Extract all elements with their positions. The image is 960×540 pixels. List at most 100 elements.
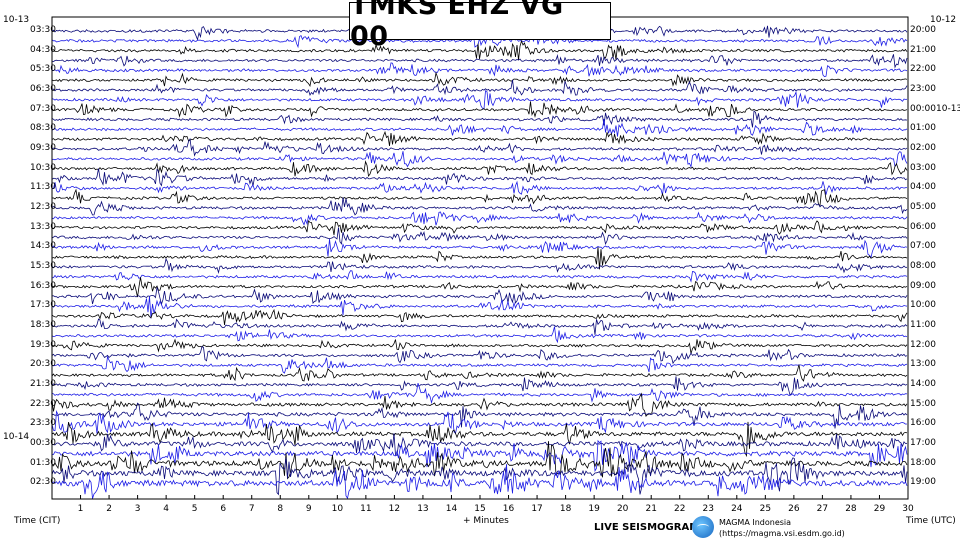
right-time-label: 16:00	[910, 418, 936, 429]
seismic-trace	[51, 376, 908, 396]
left-date-top: 10-13	[3, 15, 30, 25]
left-time-label: 07:30	[30, 103, 56, 114]
x-tick-label: 25	[760, 504, 771, 514]
left-time-label: 10:30	[30, 162, 56, 173]
right-date-change: 10-13	[936, 103, 960, 114]
seismic-trace	[51, 421, 908, 458]
left-time-label: 18:30	[30, 319, 56, 330]
seismic-trace	[51, 257, 908, 275]
left-time-label: 09:30	[30, 142, 56, 153]
x-tick-label: 19	[588, 504, 600, 514]
seismic-trace	[52, 79, 908, 96]
right-time-label: 23:00	[910, 83, 936, 94]
right-time-label: 18:00	[910, 457, 936, 468]
left-time-label: 20:30	[30, 359, 56, 370]
left-time-label: 03:30	[30, 25, 56, 35]
seismic-trace	[51, 110, 908, 128]
seismic-trace	[52, 54, 908, 69]
right-time-label: 13:00	[910, 359, 936, 370]
right-time-label: 14:00	[910, 378, 936, 389]
seismic-trace	[51, 39, 908, 61]
x-tick-label: 12	[389, 504, 400, 514]
x-tick-group: 1 2 3 4 5 6 7 8 9 10 11 12 13 14 15 16 17 18 19 20 21 22 23 24 2…	[78, 495, 914, 514]
x-tick-label: 14	[446, 504, 458, 514]
left-time-label: 11:30	[30, 182, 56, 193]
right-time-label: 19:00	[910, 477, 936, 488]
seismic-trace	[51, 180, 908, 196]
seismic-trace	[51, 364, 908, 382]
seismic-trace	[51, 410, 908, 435]
x-tick-label: 24	[731, 504, 743, 514]
seismic-trace	[51, 464, 908, 500]
x-tick-label: 4	[163, 504, 169, 514]
right-time-label: 03:00	[910, 162, 936, 173]
x-tick-label: 15	[474, 504, 485, 514]
trace-group	[51, 22, 908, 500]
x-tick-label: 20	[617, 504, 629, 514]
seismic-trace	[51, 392, 908, 418]
right-time-label: 17:00	[910, 437, 936, 448]
seismic-trace	[51, 355, 908, 374]
left-time-label: 01:30	[30, 457, 56, 468]
x-tick-label: 7	[249, 504, 255, 514]
right-time-label: 21:00	[910, 44, 936, 55]
right-time-label: 20:00	[910, 25, 936, 35]
left-time-label: 21:30	[30, 378, 56, 389]
seismic-trace	[51, 308, 908, 326]
right-time-label: 10:00	[910, 300, 936, 311]
x-tick-label: 9	[306, 504, 312, 514]
seismic-trace	[51, 270, 908, 283]
seismic-trace	[51, 287, 908, 306]
right-time-label: 11:00	[910, 319, 936, 330]
left-date-change: 10-14	[3, 432, 30, 442]
seismic-trace	[51, 382, 908, 405]
left-time-label: 12:30	[30, 201, 56, 212]
x-tick-label: 22	[674, 504, 685, 514]
left-time-label: 02:30	[30, 477, 56, 488]
left-time-label: 14:30	[30, 241, 56, 252]
seismic-trace	[51, 296, 908, 319]
seismic-trace	[51, 130, 908, 146]
right-time-label: 22:00	[910, 64, 936, 75]
seismic-trace	[51, 119, 908, 137]
seismic-trace	[51, 62, 908, 78]
seismic-trace	[51, 197, 908, 216]
seismic-trace	[51, 160, 908, 177]
x-tick-label: 26	[788, 504, 800, 514]
x-tick-label: 18	[560, 504, 572, 514]
seismic-trace	[51, 326, 908, 344]
org-name: MAGMA Indonesia	[719, 518, 792, 527]
right-time-label: 02:00	[910, 142, 936, 153]
x-tick-label: 21	[645, 504, 656, 514]
left-time-label: 19:30	[30, 339, 56, 350]
chart-title: TMKS EHZ VG 00	[349, 0, 611, 52]
left-time-label: 23:30	[30, 418, 56, 429]
seismic-trace	[51, 238, 908, 259]
seismic-trace	[51, 345, 908, 365]
seismic-trace	[51, 433, 908, 456]
seismic-trace	[51, 71, 908, 87]
footer-title: LIVE SEISMOGRAM	[594, 522, 700, 533]
seismic-trace	[51, 137, 908, 157]
left-time-label: 17:30	[30, 300, 56, 311]
right-time-label: 12:00	[910, 339, 936, 350]
right-time-label: 15:00	[910, 398, 936, 409]
right-time-label: 06:00	[910, 221, 936, 232]
x-tick-label: 5	[192, 504, 198, 514]
x-tick-label: 28	[845, 504, 857, 514]
seismic-trace	[51, 151, 908, 169]
seismic-trace	[51, 318, 908, 335]
x-tick-label: 17	[531, 504, 542, 514]
left-axis-label: Time (CIT)	[14, 516, 61, 526]
right-time-label: 07:00	[910, 241, 936, 252]
left-time-label: 16:30	[30, 280, 56, 291]
right-time-label: 09:00	[910, 280, 936, 291]
left-time-label: 06:30	[30, 83, 56, 94]
left-time-label: 08:30	[30, 123, 56, 134]
seismic-trace	[51, 168, 908, 187]
left-time-label: 15:30	[30, 260, 56, 271]
seismic-trace	[51, 457, 908, 496]
seismic-trace	[51, 277, 908, 298]
seismic-trace	[51, 188, 908, 207]
